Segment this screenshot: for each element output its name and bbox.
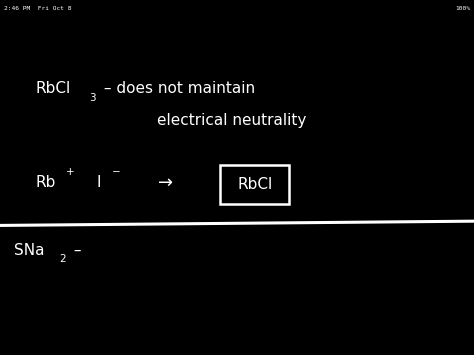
Text: I: I — [97, 175, 101, 190]
Text: SNa: SNa — [14, 243, 45, 258]
Text: 100%: 100% — [455, 6, 470, 11]
Text: Rb: Rb — [35, 175, 55, 190]
Text: 3: 3 — [90, 93, 96, 103]
Text: – does not maintain: – does not maintain — [99, 81, 255, 96]
Text: RbCl: RbCl — [35, 81, 70, 96]
Text: electrical neutrality: electrical neutrality — [118, 113, 307, 128]
Text: 2: 2 — [59, 254, 66, 264]
Text: +: + — [66, 167, 74, 177]
Text: −: − — [112, 167, 120, 177]
Text: –: – — [69, 243, 81, 258]
Text: RbCl: RbCl — [237, 177, 273, 192]
FancyBboxPatch shape — [220, 165, 289, 204]
Text: →: → — [158, 174, 173, 192]
Text: 2:46 PM  Fri Oct 8: 2:46 PM Fri Oct 8 — [4, 6, 71, 11]
